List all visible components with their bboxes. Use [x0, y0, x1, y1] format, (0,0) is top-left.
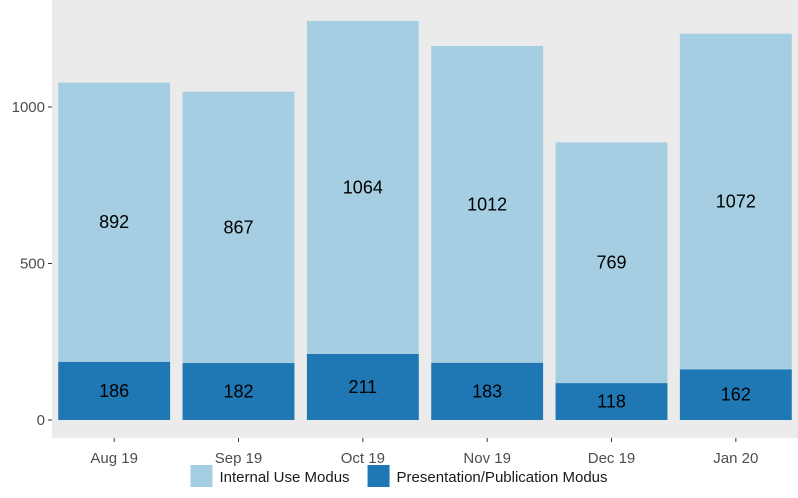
- bar-label-presentation-publication-modus-jan-20: 162: [721, 385, 751, 405]
- bar-label-internal-use-modus-aug-19: 892: [99, 212, 129, 232]
- bar-label-presentation-publication-modus-oct-19: 211: [348, 377, 377, 397]
- plot-panel: [52, 0, 798, 438]
- x-tick-label-jan-20: Jan 20: [713, 450, 758, 467]
- bar-label-presentation-publication-modus-aug-19: 186: [99, 381, 129, 401]
- x-tick-label-oct-19: Oct 19: [341, 450, 385, 467]
- x-tick-label-sep-19: Sep 19: [215, 450, 263, 467]
- x-tick-label-nov-19: Nov 19: [463, 450, 511, 467]
- bar-presentation-publication-modus-sep-19: [182, 363, 295, 420]
- legend: Internal Use Modus Presentation/Publicati…: [190, 465, 608, 487]
- legend-label-internal-use-modus: Internal Use Modus: [219, 469, 349, 486]
- y-axis: 0 500 1000: [12, 99, 52, 429]
- y-tick-label-0: 0: [37, 412, 45, 429]
- legend-label-presentation-publication-modus: Presentation/Publication Modus: [397, 469, 608, 486]
- bar-internal-use-modus-jan-20: [679, 33, 792, 370]
- bar-label-internal-use-modus-dec-19: 769: [596, 253, 626, 273]
- bar-presentation-publication-modus-oct-19: [306, 353, 419, 420]
- bar-presentation-publication-modus-jan-20: [679, 369, 792, 420]
- bar-label-presentation-publication-modus-dec-19: 118: [597, 392, 626, 412]
- y-tick-label-1000: 1000: [12, 99, 45, 116]
- bar-internal-use-modus-sep-19: [182, 91, 295, 364]
- bar-presentation-publication-modus-nov-19: [431, 362, 544, 420]
- x-tick-label-dec-19: Dec 19: [588, 450, 636, 467]
- legend-key-presentation-publication-modus: [367, 465, 390, 487]
- bars-layer: [58, 20, 792, 420]
- x-axis: Aug 19 Sep 19 Oct 19 Nov 19 Dec 19 Jan 20: [90, 438, 758, 467]
- bar-label-presentation-publication-modus-nov-19: 183: [472, 381, 502, 401]
- legend-key-internal-use-modus: [190, 465, 213, 487]
- bar-presentation-publication-modus-dec-19: [555, 383, 668, 420]
- bar-internal-use-modus-oct-19: [306, 20, 419, 354]
- bar-label-internal-use-modus-oct-19: 1064: [343, 177, 383, 197]
- bar-presentation-publication-modus-aug-19: [58, 361, 171, 420]
- bar-internal-use-modus-nov-19: [431, 45, 544, 363]
- x-tick-label-aug-19: Aug 19: [90, 450, 138, 467]
- bar-label-internal-use-modus-sep-19: 867: [223, 217, 253, 237]
- bar-label-internal-use-modus-nov-19: 1012: [467, 194, 507, 214]
- bar-internal-use-modus-aug-19: [58, 82, 171, 362]
- y-tick-label-500: 500: [20, 256, 45, 273]
- bar-label-presentation-publication-modus-sep-19: 182: [223, 382, 253, 402]
- bar-internal-use-modus-dec-19: [555, 142, 668, 384]
- bar-labels-layer: 186 892 182 867 211 1064 183 1012 118 769 162 1072: [99, 177, 756, 411]
- bar-label-internal-use-modus-jan-20: 1072: [716, 192, 756, 212]
